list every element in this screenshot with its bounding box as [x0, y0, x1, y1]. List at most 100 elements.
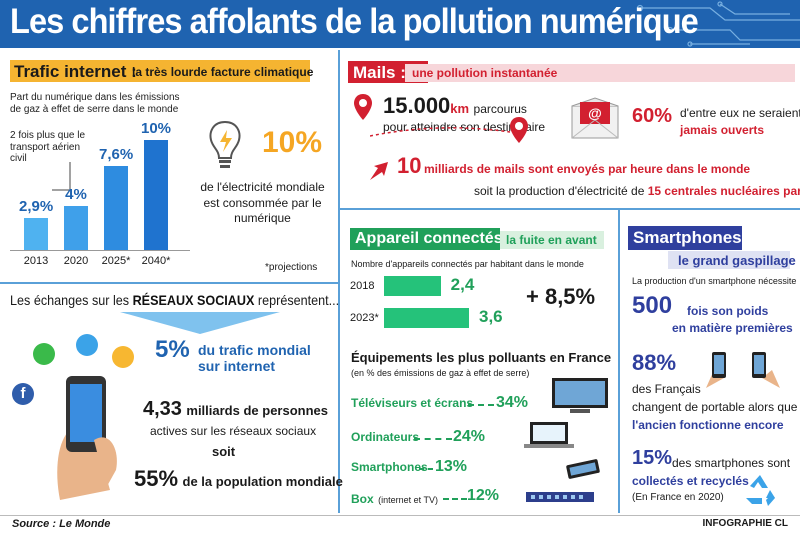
two-phones-icon [706, 352, 780, 388]
reseaux-pct-text: du trafic mondial sur internet [198, 342, 311, 375]
elec-value: 10% [262, 126, 323, 159]
device-row-bar [384, 308, 469, 328]
trafic-title-bar [10, 60, 310, 82]
weight-value: 500 [632, 292, 673, 319]
appareils-caption: Nombre d'appareils connectés par habitan… [351, 259, 584, 269]
hand-phone-icon [57, 376, 117, 500]
unopened-text1: d'entre eux ne seraient [680, 106, 800, 120]
smartphones-title: Smartphones : [633, 228, 753, 247]
laptop-icon [524, 422, 574, 448]
page-title: Les chiffres affolants de la pollution n… [10, 2, 699, 41]
equip-pct-computers: 24% [453, 428, 486, 445]
whatsapp-icon [33, 343, 55, 365]
devices-chart: 2018 2,4 2023* 3,6 [350, 275, 510, 336]
change-text2: changent de portable alors que [632, 400, 798, 414]
chart-caption: Part du numérique dans les émissions de … [10, 92, 180, 115]
snapchat-icon [112, 346, 134, 368]
route-dashes-icon [370, 127, 511, 137]
twitter-icon [76, 334, 98, 356]
device-row-value: 3,6 [479, 307, 503, 326]
equip-title: Équipements les plus polluants en France [351, 350, 612, 365]
equip-name-box: Box (internet et TV) [351, 492, 438, 506]
users-line: 4,33 milliards de personnes [143, 398, 328, 420]
smartphones-title-bar [628, 226, 742, 250]
destination-pin-icon [510, 117, 528, 143]
chart-category-label: 2040* [141, 255, 171, 267]
note-pointer-icon [52, 162, 71, 191]
location-pin-icon [354, 94, 372, 120]
billions-text: milliards de mails sont envoyés par heur… [424, 162, 751, 176]
soit-word: soit [212, 444, 236, 459]
projections-note: *projections [265, 262, 318, 273]
equip-dash-tv [468, 404, 494, 406]
km-text: pour atteindre son destinataire [383, 120, 546, 134]
send-arrow-icon [370, 162, 388, 180]
km-line: 15.000km parcourus [383, 93, 527, 118]
change-text1: des Français [632, 382, 701, 396]
change-text3: l'ancien fonctionne encore [632, 418, 784, 432]
appareils-subtitle-bar [500, 231, 604, 249]
weight-text1: fois son poids [687, 304, 769, 318]
appareils-title-bar [350, 228, 500, 250]
device-row-value: 2,4 [450, 275, 475, 294]
chart-category-label: 2025* [101, 255, 131, 267]
facebook-icon: f [12, 383, 34, 405]
chart-value-label: 10% [140, 120, 172, 137]
chart-category-label: 2013 [23, 255, 49, 267]
device-row-year: 2018 [350, 280, 375, 292]
column-divider [338, 50, 340, 513]
television-icon [552, 378, 608, 413]
chart-bar [64, 206, 88, 250]
down-arrow-icon [120, 312, 280, 334]
chart-bar [104, 166, 128, 250]
svg-text:@: @ [588, 105, 602, 121]
mails-subtitle-bar [405, 64, 795, 82]
recycled-text2: collectés et recyclés [632, 474, 749, 488]
footer: Source : Le Monde INFOGRAPHIE CL [0, 515, 800, 533]
chart-value-label: 2,9% [19, 198, 54, 216]
unopened-text2: jamais ouverts [680, 123, 765, 137]
weight-text2: en matière premières [672, 321, 793, 335]
smartphone-icon [566, 459, 600, 479]
appareils-title: Appareil connectés : [355, 230, 513, 247]
change-value: 88% [632, 350, 677, 375]
bottom-column-divider [618, 210, 620, 513]
recycled-value: 15% [632, 447, 673, 469]
left-section-divider [0, 282, 338, 284]
equip-pct-smartphones: 13% [435, 458, 468, 475]
equip-caption: (en % des émissions de gaz à effet de se… [351, 368, 530, 378]
lightbulb-icon [209, 120, 241, 168]
ghg-bar-chart: 2,9% 2013 4% 2020 7,6% 2025* 10% 2040* [10, 120, 200, 270]
billions-value: 10 [397, 153, 422, 178]
chart-note: 2 fois plus que le transport aérien civi… [10, 130, 86, 164]
equip-dash-computers [414, 438, 452, 440]
nuclear-line: soit la production d'électricité de 15 c… [474, 184, 800, 198]
trafic-title: Trafic internet : [14, 62, 137, 81]
right-section-divider [340, 208, 800, 210]
mails-subtitle: une pollution instantanée [412, 66, 558, 80]
appareils-subtitle: la fuite en avant [506, 233, 597, 247]
users-text: actives sur les réseaux sociaux [150, 424, 317, 438]
devices-growth: + 8,5% [526, 284, 596, 309]
recycled-text3: (En France en 2020) [632, 492, 724, 503]
chart-category-label: 2020 [63, 255, 89, 267]
recycled-text1: des smartphones sont [672, 456, 791, 470]
router-box-icon [526, 492, 594, 502]
equip-dash-box [443, 498, 467, 500]
production-text: La production d'un smartphone nécessite [632, 276, 797, 286]
elec-text: de l'électricité mondiale est consommée … [200, 180, 325, 226]
reseaux-heading: Les échanges sur les RÉSEAUX SOCIAUX rep… [10, 292, 340, 308]
chart-value-label: 7,6% [99, 146, 134, 164]
recycle-icon [746, 475, 775, 506]
equip-name-tv: Téléviseurs et écrans [351, 396, 474, 410]
header-banner: Les chiffres affolants de la pollution n… [0, 0, 800, 48]
pop-line: 55% de la population mondiale [134, 466, 343, 491]
email-envelope-icon: @ [571, 97, 619, 139]
unopened-value: 60% [632, 105, 673, 127]
trafic-subtitle: la très lourde facture climatique [132, 65, 314, 79]
smartphones-subtitle-bar [668, 251, 790, 269]
chart-bar [24, 218, 48, 250]
smartphones-subtitle: le grand gaspillage [678, 253, 796, 268]
source-text: Source : Le Monde [12, 518, 111, 530]
equip-name-smartphones: Smartphones [351, 460, 428, 474]
